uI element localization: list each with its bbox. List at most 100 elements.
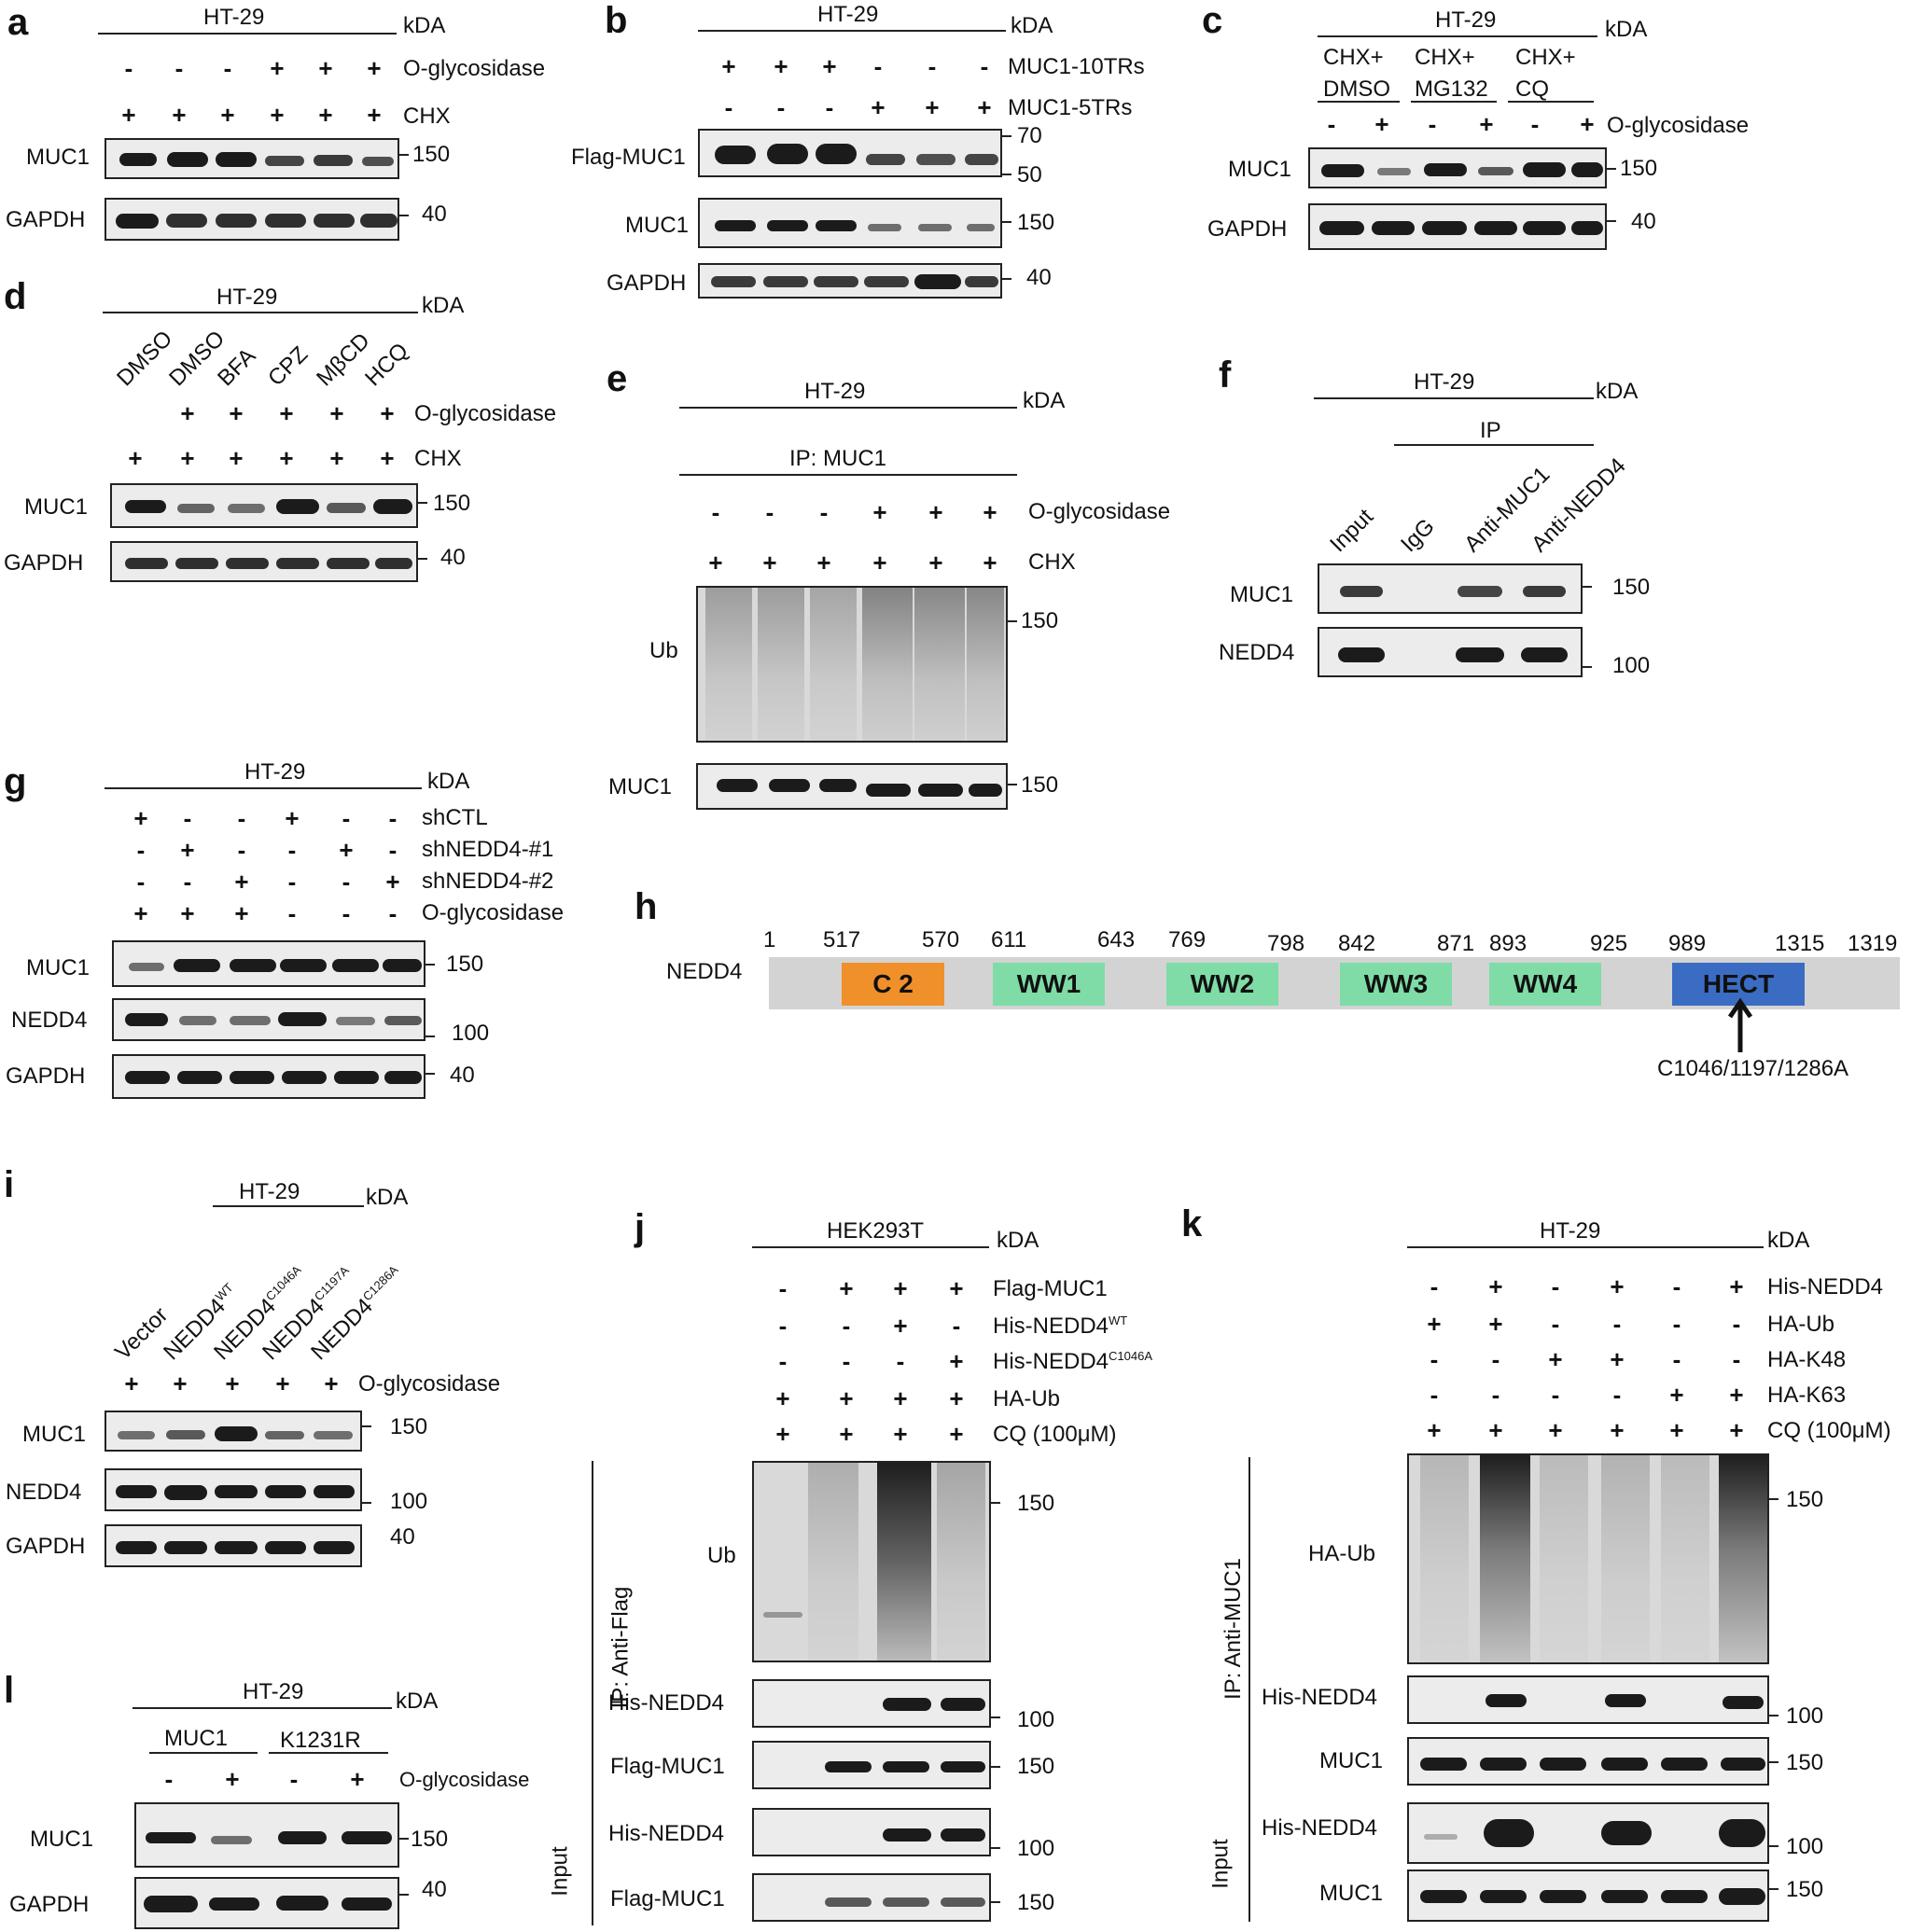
flag-muc1-blot	[698, 129, 1002, 177]
sign: +	[1580, 110, 1595, 138]
sign: +	[977, 93, 992, 121]
blot-label: Flag-MUC1	[610, 1754, 725, 1779]
blot-label: His-NEDD4	[608, 1690, 725, 1716]
sign: -	[1428, 110, 1437, 138]
sign: +	[180, 836, 195, 864]
blot-label: GAPDH	[6, 1534, 86, 1559]
mw-label: 100	[1612, 653, 1651, 678]
sign: +	[893, 1312, 908, 1340]
position-label: 798	[1267, 931, 1305, 956]
ip-label: IP: MUC1	[789, 446, 887, 471]
row-label: O-glycosidase	[1028, 499, 1171, 524]
cell-line-label: HT-29	[244, 759, 306, 785]
blot-label: Ub	[707, 1543, 736, 1568]
sign: +	[329, 399, 344, 427]
sign: +	[1427, 1310, 1442, 1338]
sign: -	[1430, 1345, 1439, 1373]
kda-label: kDA	[1596, 379, 1639, 404]
sign: +	[225, 1369, 240, 1397]
row-label: O-glycosidase	[1607, 113, 1750, 138]
muc1-blot	[112, 940, 425, 987]
cell-line-label: HT-29	[1414, 369, 1475, 395]
nedd4-blot	[1318, 627, 1583, 677]
position-label: 871	[1437, 931, 1475, 956]
group-label: K1231R	[280, 1728, 361, 1753]
sign: -	[928, 52, 937, 80]
position-label: 570	[922, 927, 960, 952]
sign: -	[825, 93, 834, 121]
sign: -	[765, 498, 774, 526]
sign: +	[385, 868, 400, 896]
sign: +	[367, 54, 382, 82]
sign: -	[1491, 1345, 1500, 1373]
sign: +	[220, 101, 235, 129]
sign: +	[1488, 1416, 1503, 1444]
cell-line-label: HT-29	[1435, 7, 1497, 33]
sign: +	[1488, 1272, 1503, 1300]
cell-line-label: HT-29	[804, 379, 866, 404]
gapdh-blot	[698, 263, 1002, 299]
blot-label: GAPDH	[607, 271, 687, 296]
sign: -	[1551, 1381, 1560, 1409]
sign: +	[928, 498, 943, 526]
sign: +	[949, 1274, 964, 1302]
sign: +	[708, 549, 723, 577]
muc1-blot	[105, 138, 399, 179]
row-label: HA-K63	[1767, 1383, 1847, 1408]
ip-side-label: IP: Anti-MUC1	[1221, 1557, 1247, 1701]
sign: +	[172, 101, 187, 129]
sign: +	[1729, 1416, 1744, 1444]
panel-letter-c: c	[1202, 0, 1223, 41]
mw-label: 150	[1612, 575, 1651, 600]
mw-label: 40	[422, 202, 447, 227]
position-label: 1315	[1775, 931, 1825, 956]
sign: -	[724, 93, 733, 121]
sign: -	[819, 498, 829, 526]
kda-label: kDA	[997, 1228, 1039, 1253]
sign: +	[225, 1765, 240, 1793]
kda-label: kDA	[422, 293, 465, 318]
sign: -	[183, 804, 192, 832]
sign: -	[342, 804, 351, 832]
input-side-label: Input	[1207, 1839, 1234, 1889]
mw-label: 150	[1017, 1754, 1055, 1779]
row-label: O-glycosidase	[403, 56, 546, 81]
blot-label: GAPDH	[4, 550, 84, 576]
nedd4-blot	[105, 1468, 362, 1511]
position-label: 989	[1668, 931, 1707, 956]
blot-label: MUC1	[26, 955, 91, 980]
sign: +	[270, 54, 285, 82]
sign: +	[275, 1369, 290, 1397]
sign: +	[775, 1384, 790, 1412]
mw-label: 150	[433, 491, 471, 516]
sign: -	[1612, 1310, 1622, 1338]
mw-label: 150	[1786, 1487, 1824, 1512]
group-label: MG132	[1415, 76, 1488, 102]
blot-label: MUC1	[608, 774, 673, 799]
blot-label: His-NEDD4	[1262, 1815, 1378, 1841]
blot-label: MUC1	[30, 1827, 94, 1852]
sign: +	[839, 1420, 854, 1448]
blot-label: NEDD4	[1219, 640, 1295, 665]
sign: +	[872, 549, 887, 577]
blot-label: GAPDH	[6, 1063, 86, 1089]
sign: -	[1612, 1381, 1622, 1409]
row-label: Flag-MUC1	[993, 1276, 1108, 1301]
panel-letter-f: f	[1219, 354, 1232, 396]
ww1-domain: WW1	[993, 963, 1105, 1006]
sign: +	[1548, 1416, 1563, 1444]
mw-label: 150	[390, 1414, 428, 1439]
sign: -	[342, 899, 351, 927]
blot-label: GAPDH	[1207, 216, 1288, 242]
group-label: CQ	[1515, 76, 1549, 102]
sign: -	[952, 1312, 961, 1340]
sign: -	[1672, 1272, 1681, 1300]
sign: +	[1729, 1272, 1744, 1300]
sign: +	[270, 101, 285, 129]
muc1-blot	[110, 483, 418, 528]
blot-label: Flag-MUC1	[610, 1886, 725, 1911]
muc1-blot	[1318, 563, 1583, 614]
mw-label: 150	[446, 952, 484, 977]
mw-label: 100	[1786, 1703, 1824, 1729]
flag-muc1-blot	[752, 1741, 991, 1789]
